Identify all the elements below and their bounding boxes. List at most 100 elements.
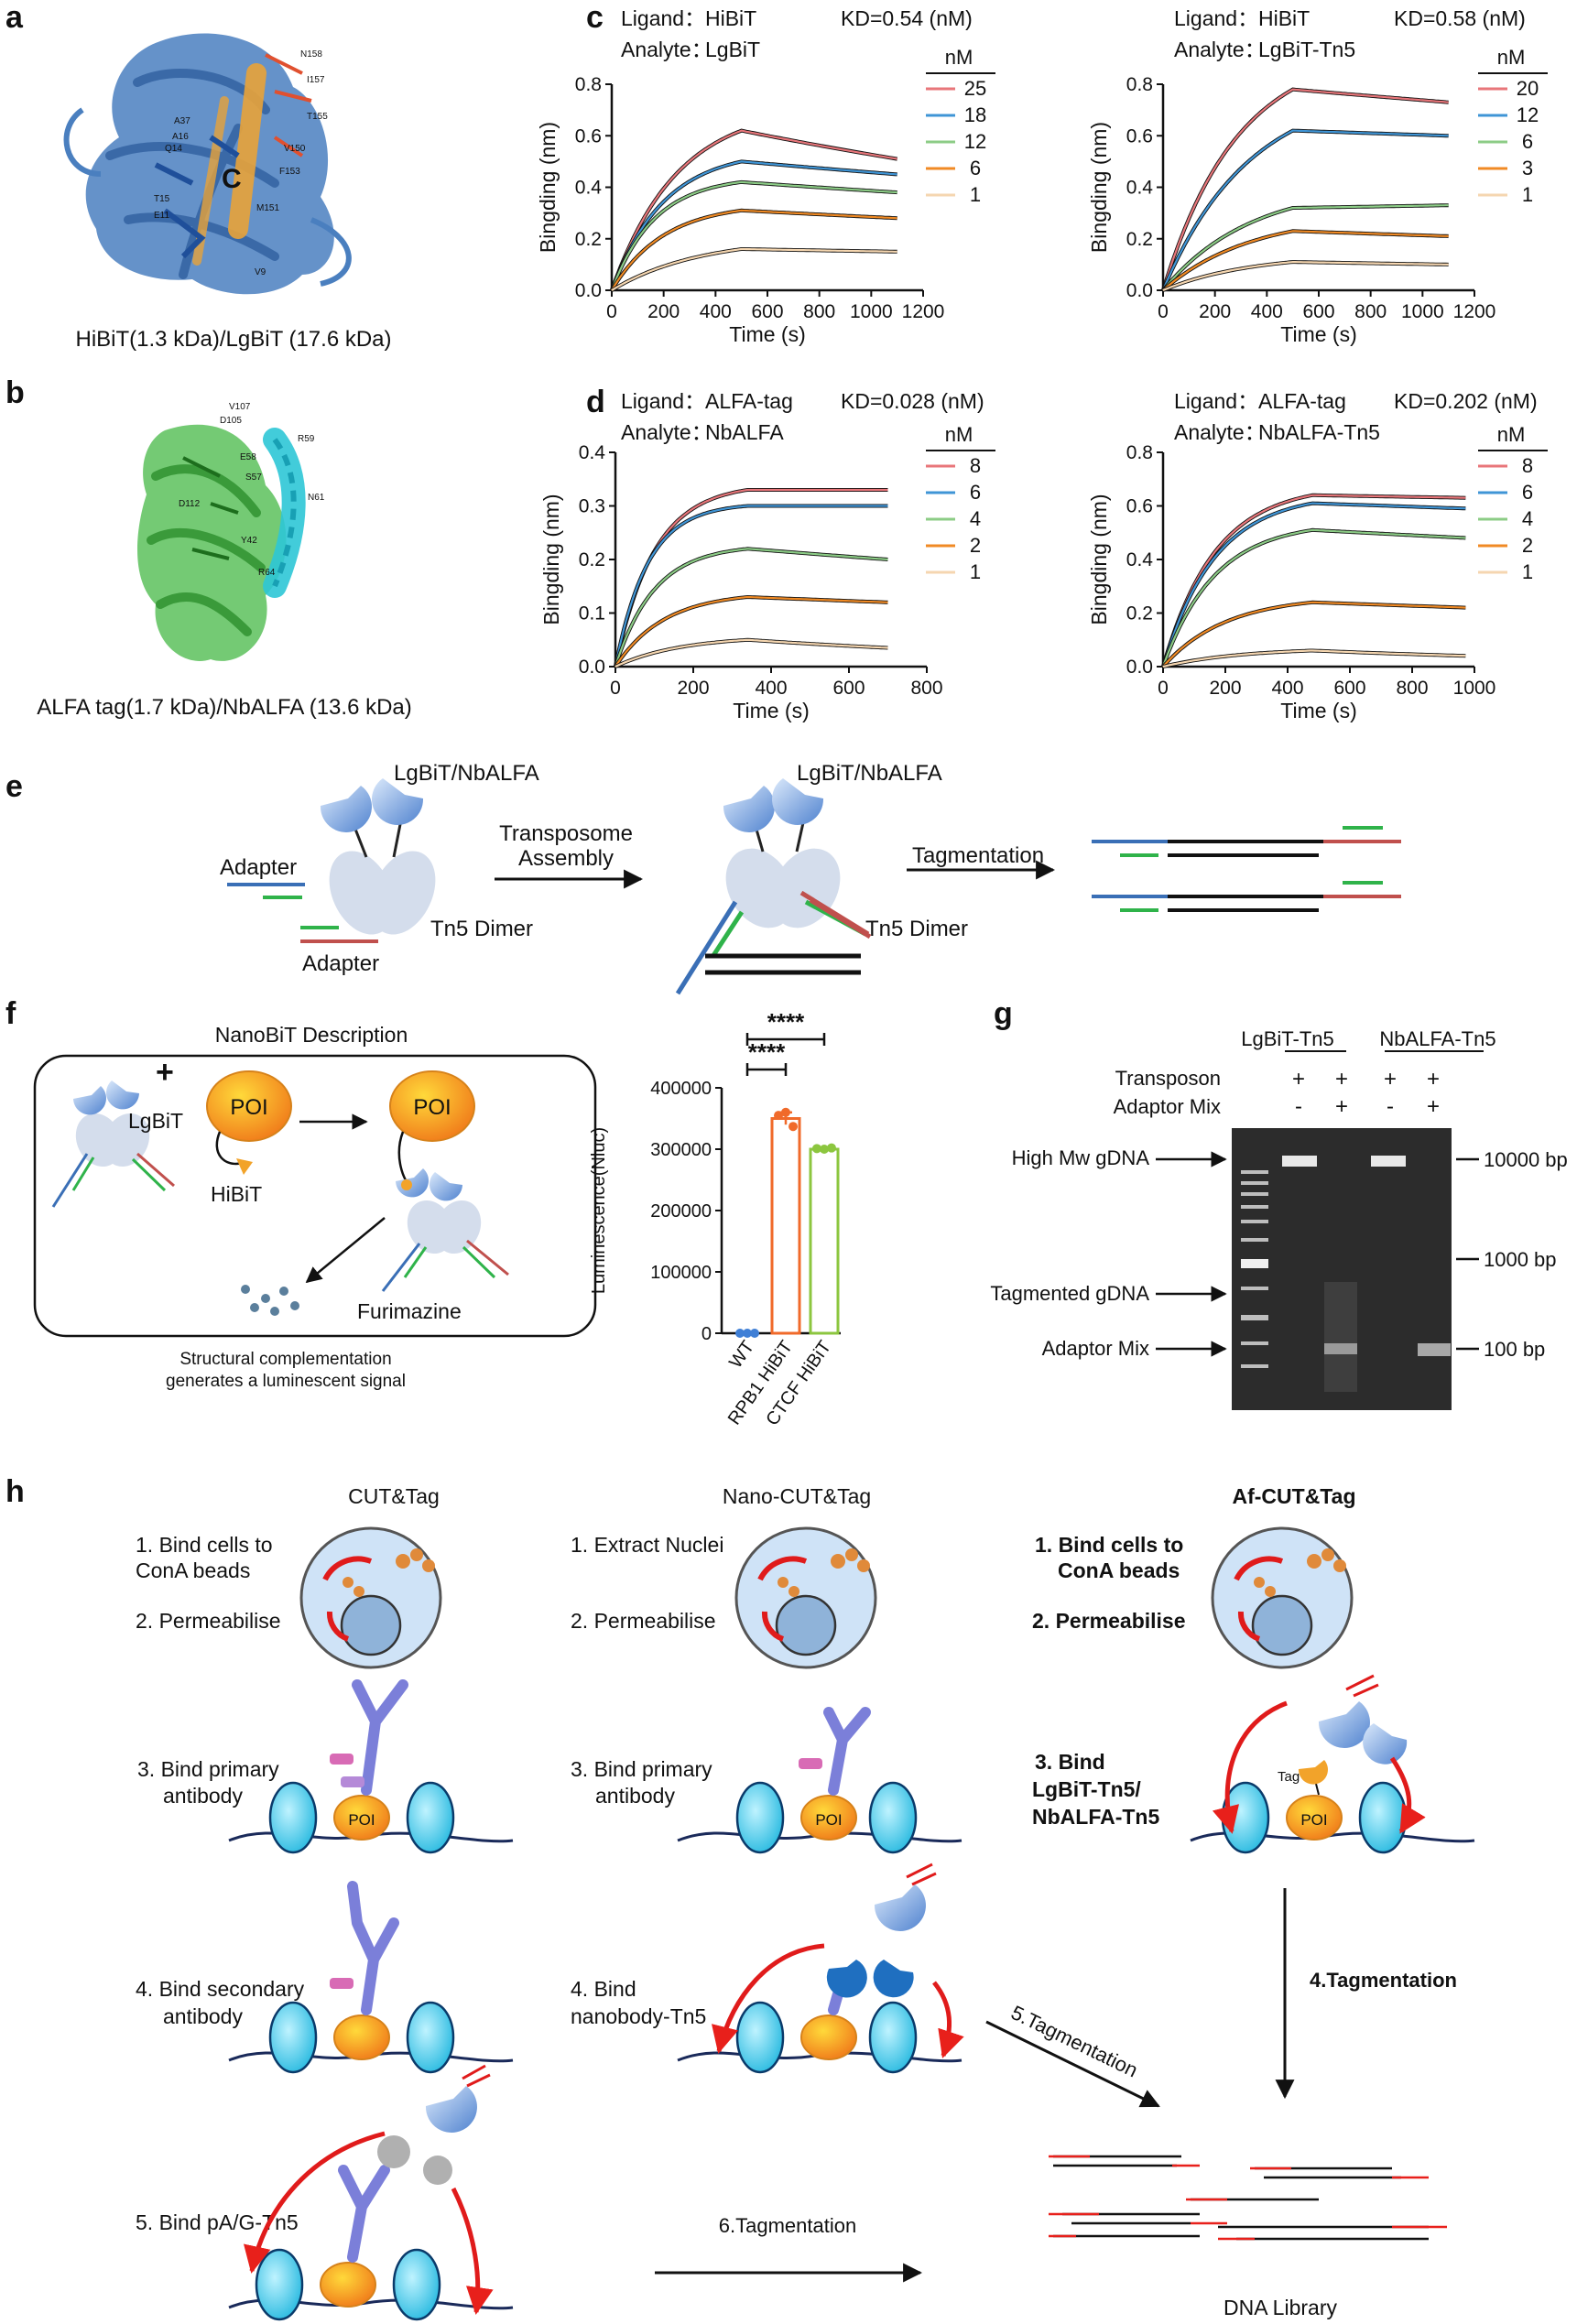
panel-e-diagram: LgBiT/NbALFA Adapter Adapter Tn5 Dimer T… <box>220 761 1401 995</box>
legend-label: 25 <box>964 77 986 100</box>
h-c3-step2: 2. Permeabilise <box>1032 1609 1186 1633</box>
chart-header-kd: KD=0.58 (nM) <box>1394 6 1526 30</box>
poi-label-h: POI <box>815 1811 842 1829</box>
dna-library-label: DNA Library <box>1224 2296 1337 2319</box>
category-label: WT <box>725 1337 758 1372</box>
lgbit-label: LgBiT <box>128 1109 183 1133</box>
chart-header-analyte-label: Analyte： <box>1174 38 1266 61</box>
y-tick-label: 0.2 <box>1126 229 1153 250</box>
chart-f-bar: 0 100000 200000 300000 400000 Luminescence(Nl… <box>589 1008 841 1429</box>
residue-label: N158 <box>300 49 322 60</box>
x-tick-label: 400 <box>755 678 787 699</box>
x-tick-label: 600 <box>1302 301 1334 322</box>
series-line <box>614 548 888 668</box>
y-tick-label: 100000 <box>650 1263 712 1283</box>
legend-label: 8 <box>1522 454 1533 477</box>
legend-label: 4 <box>970 507 981 530</box>
panel-e-arrow-label-1: Transposome <box>499 821 633 846</box>
panel-e-dimer-label-2: Tn5 Dimer <box>865 917 968 941</box>
gel-sign: + <box>1427 1067 1440 1091</box>
gel-col-label-1: LgBiT-Tn5 <box>1241 1027 1334 1050</box>
panel-a-structure: C N158 I157 A37 T155 Q14 A16 V150 F153 T… <box>63 33 352 295</box>
gel-row-label-1: Transposon <box>1115 1067 1221 1090</box>
x-tick-label: 400 <box>700 301 732 322</box>
h-c3-step3c: NbALFA-Tn5 <box>1032 1805 1159 1829</box>
chart-header-analyte: LgBiT <box>705 38 760 61</box>
panel-g-gel: LgBiT-Tn5 NbALFA-Tn5 Transposon Adaptor … <box>990 1027 1568 1410</box>
panel-e-adapter-label-2: Adapter <box>302 951 379 976</box>
nanobit-caption-1: Structural complementation <box>179 1350 391 1369</box>
gel-right-label-1: 10000 bp <box>1484 1148 1568 1171</box>
h-c2-step3b: antibody <box>595 1784 675 1808</box>
cell-icon <box>1211 1526 1354 1669</box>
y-tick-label: 0.2 <box>579 549 605 570</box>
legend-label: 1 <box>970 183 981 206</box>
h-c1-step4a: 4. Bind secondary <box>136 1977 305 2001</box>
y-tick-label: 0.4 <box>575 178 603 199</box>
series-line <box>614 595 888 668</box>
legend-label: 20 <box>1517 77 1539 100</box>
x-tick-label: 0 <box>606 301 617 322</box>
data-point <box>781 1107 790 1117</box>
series-line <box>610 180 897 291</box>
x-tick-label: 1200 <box>1453 301 1496 322</box>
data-point <box>812 1144 821 1154</box>
poi-label-h: POI <box>1300 1811 1327 1829</box>
y-axis-label: Luminescence(Nluc) <box>589 1127 609 1294</box>
legend-label: 4 <box>1522 507 1533 530</box>
residue-label: V107 <box>229 402 251 412</box>
panel-h-workflow: CUT&Tag Nano-CUT&Tag Af-CUT&Tag 1. Bind … <box>136 1484 1475 2321</box>
y-tick-label: 0.6 <box>1126 496 1153 517</box>
chromatin-c2-r2: POI <box>677 1707 963 1854</box>
series-line <box>1162 204 1449 291</box>
x-tick-label: 800 <box>1396 678 1428 699</box>
legend-label: 8 <box>970 454 981 477</box>
data-point <box>788 1122 798 1132</box>
panel-b-structure: V107 D105 R59 E58 S57 N61 D112 Y42 R64 <box>137 402 325 661</box>
h-c2-step1: 1. Extract Nuclei <box>571 1533 723 1557</box>
y-tick-label: 0.8 <box>1126 74 1153 95</box>
residue-label: R64 <box>258 568 276 578</box>
x-axis-label: Time (s) <box>733 699 809 722</box>
legend-label: 6 <box>970 481 981 504</box>
h-c3-step3a: 3. Bind <box>1035 1750 1105 1774</box>
gel-sign: + <box>1335 1067 1348 1091</box>
chart-header-ligand-label: Ligand： <box>1174 389 1258 413</box>
chart-header-kd: KD=0.028 (nM) <box>841 389 984 413</box>
lgbit-icon <box>372 778 424 825</box>
residue-label: V9 <box>255 267 266 277</box>
panel-label-c: c <box>586 0 604 35</box>
x-tick-label: 1000 <box>1401 301 1444 322</box>
y-tick-label: 0.0 <box>575 280 602 301</box>
residue-label: S57 <box>245 472 262 483</box>
legend-label: 12 <box>964 130 986 153</box>
chart-header-kd: KD=0.202 (nM) <box>1394 389 1538 413</box>
h-c2-step3a: 3. Bind primary <box>571 1757 712 1781</box>
chromatin-c3-r2: POI Tag <box>1190 1674 1475 1854</box>
y-tick-label: 0.6 <box>575 125 602 147</box>
h-c1-step4b: antibody <box>163 2004 243 2028</box>
x-tick-label: 1000 <box>850 301 893 322</box>
series-line <box>1162 649 1466 668</box>
h-c1-step2: 2. Permeabilise <box>136 1609 281 1633</box>
y-tick-label: 400000 <box>650 1079 712 1099</box>
h-c3-step1b: ConA beads <box>1058 1558 1180 1582</box>
panel-a-caption: HiBiT(1.3 kDa)/LgBiT (17.6 kDa) <box>76 327 392 352</box>
residue-label: D105 <box>220 416 242 426</box>
x-tick-label: 1000 <box>1453 678 1496 699</box>
chart-d-left: Ligand： ALFA-tag KD=0.028 (nM) Analyte：NbAL… <box>539 389 995 722</box>
residue-label: F153 <box>279 167 300 177</box>
residue-label: E58 <box>240 452 256 462</box>
panel-f-nanobit: NanoBiT Description + LgBiT POI HiBiT PO… <box>33 1023 597 1391</box>
h-c3-step1a: 1. Bind cells to <box>1035 1533 1183 1557</box>
y-tick-label: 0.0 <box>579 657 605 678</box>
residue-label: T15 <box>154 194 170 204</box>
data-point <box>735 1329 745 1338</box>
gel-sign: + <box>1292 1067 1305 1091</box>
gel-right-label-3: 100 bp <box>1484 1338 1545 1361</box>
series-line <box>1161 528 1466 668</box>
residue-label: E11 <box>154 211 169 221</box>
residue-label: D112 <box>179 499 201 509</box>
panel-label-g: g <box>994 996 1013 1031</box>
